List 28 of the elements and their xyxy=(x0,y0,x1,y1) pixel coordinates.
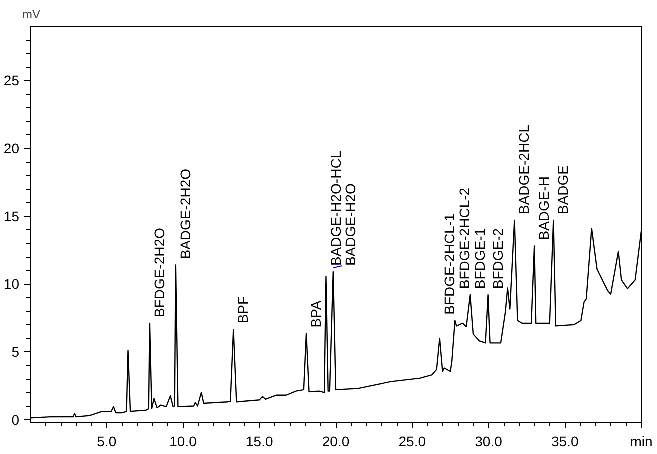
x-tick-label: min xyxy=(630,434,653,450)
x-tick-label: 25.0 xyxy=(398,434,426,450)
y-tick-label: 25 xyxy=(4,72,20,89)
y-tick-label: 0 xyxy=(12,412,20,428)
y-tick-label: 5 xyxy=(12,344,20,360)
annotation: BFDGE-2HCL-1 xyxy=(441,214,458,315)
annotation: BFDGE-2HCL-2 xyxy=(456,188,473,290)
annotation: BADGE xyxy=(555,165,572,214)
annotation: BADGE-H xyxy=(536,176,552,240)
y-tick-label: 15 xyxy=(4,208,20,224)
x-tick-label: 30.0 xyxy=(475,434,503,450)
x-tick-label: 10.0 xyxy=(170,434,198,450)
annotation: BADGE-H2O xyxy=(342,183,358,266)
annotation: BFDGE-2 xyxy=(490,228,506,290)
x-tick-label: 5.0 xyxy=(97,434,117,450)
annotation: BFDGE-2H2O xyxy=(151,228,168,318)
x-tick-label: 35.0 xyxy=(552,434,579,450)
annotation: BPA xyxy=(308,300,324,328)
annotation: BFDGE-1 xyxy=(472,228,488,290)
annotation: BADGE-2H2O xyxy=(177,168,194,260)
x-tick-label: 15.0 xyxy=(246,434,274,450)
annotation: BPF xyxy=(235,296,252,324)
y-axis-title: mV xyxy=(22,8,40,22)
x-tick-label: 20.0 xyxy=(322,434,350,450)
y-tick-label: 20 xyxy=(4,140,20,157)
y-tick-label: 10 xyxy=(4,276,20,292)
annotation: BADGE-H2O-HCL xyxy=(328,150,344,266)
annotation: BADGE-2HCL xyxy=(516,124,532,214)
